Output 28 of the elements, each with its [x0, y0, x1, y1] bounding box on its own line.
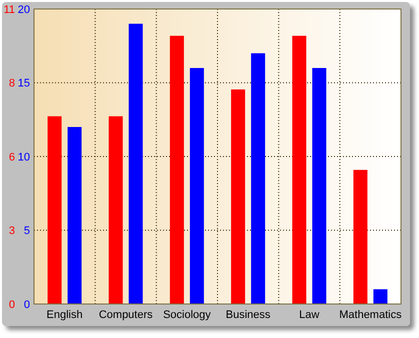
- bar: [128, 24, 143, 304]
- x-tick-label: Mathematics: [339, 309, 402, 321]
- y-tick-label: 5: [24, 225, 30, 238]
- bar: [190, 68, 204, 304]
- bar: [68, 127, 82, 304]
- y2-tick-label: 11: [4, 4, 15, 16]
- x-tick-label: Sociology: [163, 309, 212, 321]
- y2-tick-label: 8: [8, 78, 15, 90]
- y-tick-label: 0: [24, 298, 30, 311]
- y-tick-label: 10: [18, 151, 30, 164]
- bar: [170, 36, 184, 304]
- bar: [108, 116, 123, 304]
- x-tick-label: Law: [299, 309, 320, 321]
- y-tick-label: 20: [18, 4, 30, 16]
- bar: [353, 170, 368, 304]
- x-tick-label: Business: [226, 309, 271, 321]
- bar: [48, 116, 62, 304]
- y2-tick-label: 6: [8, 151, 15, 164]
- y-tick-label: 15: [18, 78, 30, 90]
- bar: [231, 89, 246, 304]
- bar: [251, 53, 266, 304]
- y2-tick-label: 0: [8, 298, 15, 311]
- y2-tick-label: 3: [8, 225, 15, 238]
- bar: [373, 289, 388, 304]
- bar: [292, 36, 306, 304]
- bar: [312, 68, 326, 304]
- x-tick-label: Computers: [98, 309, 154, 321]
- x-tick-label: English: [46, 309, 83, 321]
